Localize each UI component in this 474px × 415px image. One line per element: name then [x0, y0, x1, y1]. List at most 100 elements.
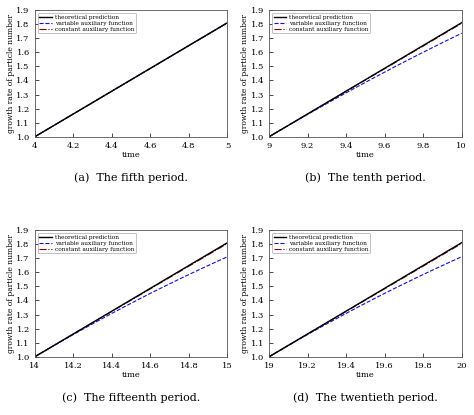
theoretical prediction: [125, 79, 130, 84]
X-axis label: time: time: [356, 371, 375, 379]
variable auxiliary function: [381, 291, 386, 296]
constant auxiliary function: [146, 66, 152, 71]
Line: variable auxiliary function: variable auxiliary function: [35, 23, 228, 137]
constant auxiliary function: [358, 81, 364, 85]
constant auxiliary function: [424, 261, 430, 266]
variable auxiliary function: [424, 270, 430, 275]
variable auxiliary function: [136, 297, 142, 302]
Line: variable auxiliary function: variable auxiliary function: [269, 33, 462, 137]
constant auxiliary function: [459, 21, 465, 26]
Line: variable auxiliary function: variable auxiliary function: [35, 257, 228, 357]
Y-axis label: growth rate of particle number: growth rate of particle number: [241, 234, 249, 353]
theoretical prediction: [225, 20, 230, 25]
theoretical prediction: [370, 293, 376, 298]
variable auxiliary function: [32, 354, 37, 359]
constant auxiliary function: [220, 23, 226, 28]
theoretical prediction: [370, 73, 376, 78]
constant auxiliary function: [123, 80, 129, 85]
theoretical prediction: [459, 240, 465, 245]
Text: (b)  The tenth period.: (b) The tenth period.: [305, 172, 426, 183]
theoretical prediction: [136, 73, 142, 78]
theoretical prediction: [381, 286, 386, 291]
theoretical prediction: [136, 293, 142, 298]
theoretical prediction: [123, 300, 129, 305]
variable auxiliary function: [381, 70, 386, 75]
constant auxiliary function: [136, 293, 142, 298]
X-axis label: time: time: [356, 151, 375, 159]
constant auxiliary function: [125, 300, 130, 305]
Line: theoretical prediction: theoretical prediction: [269, 23, 462, 137]
variable auxiliary function: [358, 303, 364, 308]
theoretical prediction: [454, 243, 460, 248]
variable auxiliary function: [370, 76, 376, 81]
constant auxiliary function: [32, 134, 37, 139]
constant auxiliary function: [359, 80, 365, 85]
constant auxiliary function: [190, 41, 196, 46]
theoretical prediction: [125, 299, 130, 304]
constant auxiliary function: [381, 287, 386, 292]
theoretical prediction: [266, 134, 272, 139]
theoretical prediction: [358, 300, 364, 305]
theoretical prediction: [146, 66, 152, 71]
variable auxiliary function: [454, 33, 460, 38]
theoretical prediction: [266, 354, 272, 359]
variable auxiliary function: [266, 354, 272, 359]
theoretical prediction: [424, 41, 430, 46]
Y-axis label: growth rate of particle number: growth rate of particle number: [7, 234, 15, 353]
Legend: theoretical prediction, variable auxiliary function, constant auxiliary function: theoretical prediction, variable auxilia…: [272, 13, 370, 33]
constant auxiliary function: [358, 300, 364, 305]
theoretical prediction: [359, 299, 365, 304]
constant auxiliary function: [459, 241, 465, 246]
Legend: theoretical prediction, variable auxiliary function, constant auxiliary function: theoretical prediction, variable auxilia…: [37, 233, 136, 254]
Line: constant auxiliary function: constant auxiliary function: [35, 23, 228, 137]
theoretical prediction: [32, 134, 37, 139]
Line: variable auxiliary function: variable auxiliary function: [269, 257, 462, 357]
theoretical prediction: [359, 79, 365, 84]
constant auxiliary function: [225, 20, 230, 25]
X-axis label: time: time: [122, 151, 140, 159]
variable auxiliary function: [225, 20, 230, 25]
theoretical prediction: [123, 80, 129, 85]
constant auxiliary function: [359, 300, 365, 305]
Y-axis label: growth rate of particle number: growth rate of particle number: [241, 14, 249, 133]
variable auxiliary function: [220, 23, 226, 28]
Line: constant auxiliary function: constant auxiliary function: [35, 244, 228, 357]
Line: theoretical prediction: theoretical prediction: [35, 243, 228, 357]
constant auxiliary function: [220, 244, 226, 249]
theoretical prediction: [220, 243, 226, 248]
variable auxiliary function: [220, 256, 226, 261]
theoretical prediction: [190, 41, 196, 46]
Text: (d)  The twentieth period.: (d) The twentieth period.: [293, 392, 438, 403]
Line: theoretical prediction: theoretical prediction: [35, 23, 228, 137]
X-axis label: time: time: [122, 371, 140, 379]
variable auxiliary function: [136, 73, 142, 78]
theoretical prediction: [220, 23, 226, 28]
constant auxiliary function: [123, 300, 129, 305]
variable auxiliary function: [125, 80, 130, 85]
variable auxiliary function: [359, 82, 365, 87]
variable auxiliary function: [359, 303, 365, 308]
Line: theoretical prediction: theoretical prediction: [269, 243, 462, 357]
theoretical prediction: [454, 23, 460, 28]
variable auxiliary function: [266, 134, 272, 139]
variable auxiliary function: [123, 303, 129, 308]
constant auxiliary function: [146, 287, 152, 292]
Line: constant auxiliary function: constant auxiliary function: [269, 244, 462, 357]
constant auxiliary function: [370, 293, 376, 298]
constant auxiliary function: [136, 73, 142, 78]
constant auxiliary function: [190, 261, 196, 266]
variable auxiliary function: [146, 291, 152, 296]
theoretical prediction: [225, 240, 230, 245]
variable auxiliary function: [424, 48, 430, 53]
constant auxiliary function: [266, 354, 272, 359]
variable auxiliary function: [358, 83, 364, 88]
variable auxiliary function: [125, 303, 130, 308]
Line: constant auxiliary function: constant auxiliary function: [269, 23, 462, 137]
constant auxiliary function: [32, 354, 37, 359]
constant auxiliary function: [454, 24, 460, 29]
variable auxiliary function: [190, 41, 196, 46]
variable auxiliary function: [225, 254, 230, 259]
Y-axis label: growth rate of particle number: growth rate of particle number: [7, 14, 15, 133]
theoretical prediction: [190, 261, 196, 266]
variable auxiliary function: [190, 270, 196, 275]
